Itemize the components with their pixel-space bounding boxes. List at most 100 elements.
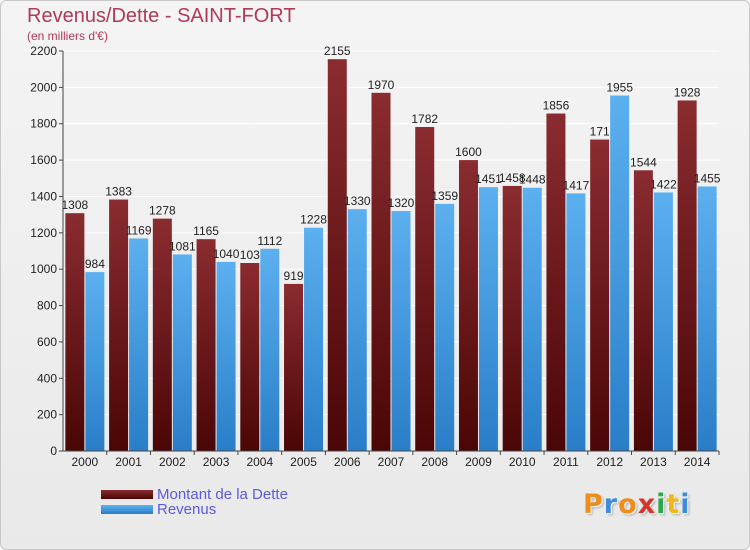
data-label-revenus-2012: 1955 xyxy=(606,81,633,95)
y-tick-label: 1000 xyxy=(30,262,57,276)
axes: 0 200 400 600 800 1000 1200 1400 1600 1800 2000 220… xyxy=(30,44,720,469)
bar-revenus-2005 xyxy=(304,227,324,451)
legend-item-revenus: Revenus xyxy=(101,501,288,518)
logo-letter: x xyxy=(637,489,657,520)
bar-revenus-2004 xyxy=(260,248,280,451)
x-tick-label: 2012 xyxy=(596,455,623,469)
bars xyxy=(65,59,717,452)
y-tick-label: 2200 xyxy=(30,44,57,58)
data-label-revenus-2002: 1081 xyxy=(169,239,196,253)
logo-letter: i xyxy=(656,489,667,520)
x-tick-label: 2002 xyxy=(159,455,186,469)
legend-label-dette: Montant de la Dette xyxy=(157,486,288,503)
data-label-dette-2004: 103 xyxy=(240,248,260,262)
bar-revenus-2010 xyxy=(522,187,542,451)
bar-revenus-2014 xyxy=(697,186,717,452)
data-label-revenus-2013: 1422 xyxy=(650,177,677,191)
data-label-dette-2006: 2155 xyxy=(324,44,351,58)
y-tick-label: 1600 xyxy=(30,153,57,167)
proxiti-logo: Proxiti xyxy=(583,489,691,520)
bar-dette-2010 xyxy=(502,185,522,451)
bar-dette-2014 xyxy=(677,100,697,452)
legend-label-revenus: Revenus xyxy=(157,501,217,518)
bar-revenus-2008 xyxy=(435,203,455,451)
data-label-revenus-2006: 1330 xyxy=(344,194,371,208)
bar-dette-2006 xyxy=(327,59,347,451)
data-label-dette-2003: 1165 xyxy=(193,224,219,238)
bar-dette-2005 xyxy=(284,283,304,451)
x-tick-label: 2004 xyxy=(246,455,273,469)
x-tick-label: 2010 xyxy=(509,455,536,469)
bar-dette-2009 xyxy=(458,160,478,451)
bar-dette-2008 xyxy=(415,127,435,451)
data-label-dette-2000: 1308 xyxy=(62,198,89,212)
legend-item-dette: Montant de la Dette xyxy=(101,486,288,503)
y-tick-label: 1800 xyxy=(30,117,57,131)
chart-subtitle: (en milliers d'€) xyxy=(27,29,108,43)
data-label-revenus-2010: 1448 xyxy=(519,173,546,187)
data-label-revenus-2007: 1320 xyxy=(388,196,415,210)
data-label-revenus-2009: 1451 xyxy=(475,172,502,186)
x-tick-label: 2013 xyxy=(640,455,667,469)
y-tick-label: 200 xyxy=(37,408,57,422)
data-label-dette-2013: 1544 xyxy=(630,155,657,169)
bar-dette-2002 xyxy=(152,218,172,451)
bar-revenus-2001 xyxy=(129,238,149,451)
logo-letter: o xyxy=(618,489,638,520)
data-label-revenus-2000: 984 xyxy=(85,257,105,271)
x-tick-label: 2006 xyxy=(334,455,361,469)
data-label-revenus-2001: 1169 xyxy=(126,223,152,237)
y-tick-label: 1200 xyxy=(30,226,57,240)
x-tick-label: 2008 xyxy=(421,455,448,469)
grid-lines xyxy=(63,50,719,452)
data-label-revenus-2005: 1228 xyxy=(300,213,327,227)
logo-letter: r xyxy=(603,489,619,520)
y-tick-label: 1400 xyxy=(30,189,57,203)
data-label-dette-2014: 1928 xyxy=(674,85,701,99)
bar-revenus-2012 xyxy=(610,95,630,451)
bar-revenus-2006 xyxy=(347,209,367,451)
data-label-dette-2011: 1856 xyxy=(543,99,570,113)
bar-dette-2011 xyxy=(546,113,566,451)
x-tick-label: 2007 xyxy=(378,455,405,469)
data-label-dette-2010: 1458 xyxy=(499,171,526,185)
bar-dette-2004 xyxy=(240,263,260,451)
bar-dette-2013 xyxy=(633,170,653,452)
data-label-revenus-2008: 1359 xyxy=(431,189,458,203)
data-label-dette-2008: 1782 xyxy=(411,112,438,126)
chart-title: Revenus/Dette - SAINT-FORT xyxy=(27,5,296,27)
data-label-dette-2007: 1970 xyxy=(368,78,395,92)
bar-dette-2012 xyxy=(590,139,610,451)
bar-revenus-2013 xyxy=(653,192,673,452)
data-label-dette-2012: 171 xyxy=(590,125,610,139)
x-tick-label: 2005 xyxy=(290,455,317,469)
x-tick-label: 2000 xyxy=(72,455,99,469)
bar-dette-2000 xyxy=(65,213,85,451)
data-label-dette-2005: 919 xyxy=(284,269,304,283)
data-label-dette-2002: 1278 xyxy=(149,204,176,218)
x-tick-label: 2003 xyxy=(203,455,230,469)
y-tick-label: 0 xyxy=(50,444,57,458)
bar-revenus-2002 xyxy=(172,254,192,451)
logo-letter: i xyxy=(680,489,691,520)
x-tick-label: 2009 xyxy=(465,455,492,469)
y-tick-label: 2000 xyxy=(30,80,57,94)
data-label-revenus-2014: 1455 xyxy=(694,171,721,185)
y-tick-label: 600 xyxy=(37,335,57,349)
legend: Montant de la Dette Revenus xyxy=(101,486,288,518)
data-label-dette-2009: 1600 xyxy=(455,145,482,159)
bar-revenus-2000 xyxy=(85,272,105,451)
logo-letter: P xyxy=(583,489,604,520)
legend-swatch-dette xyxy=(101,490,153,499)
bar-revenus-2009 xyxy=(478,187,498,451)
data-label-revenus-2003: 1040 xyxy=(213,247,240,261)
y-tick-label: 800 xyxy=(37,299,57,313)
x-tick-label: 2011 xyxy=(553,455,579,469)
bar-revenus-2007 xyxy=(391,211,411,451)
y-tick-label: 400 xyxy=(37,371,57,385)
x-tick-label: 2001 xyxy=(115,455,142,469)
bar-dette-2007 xyxy=(371,92,391,452)
